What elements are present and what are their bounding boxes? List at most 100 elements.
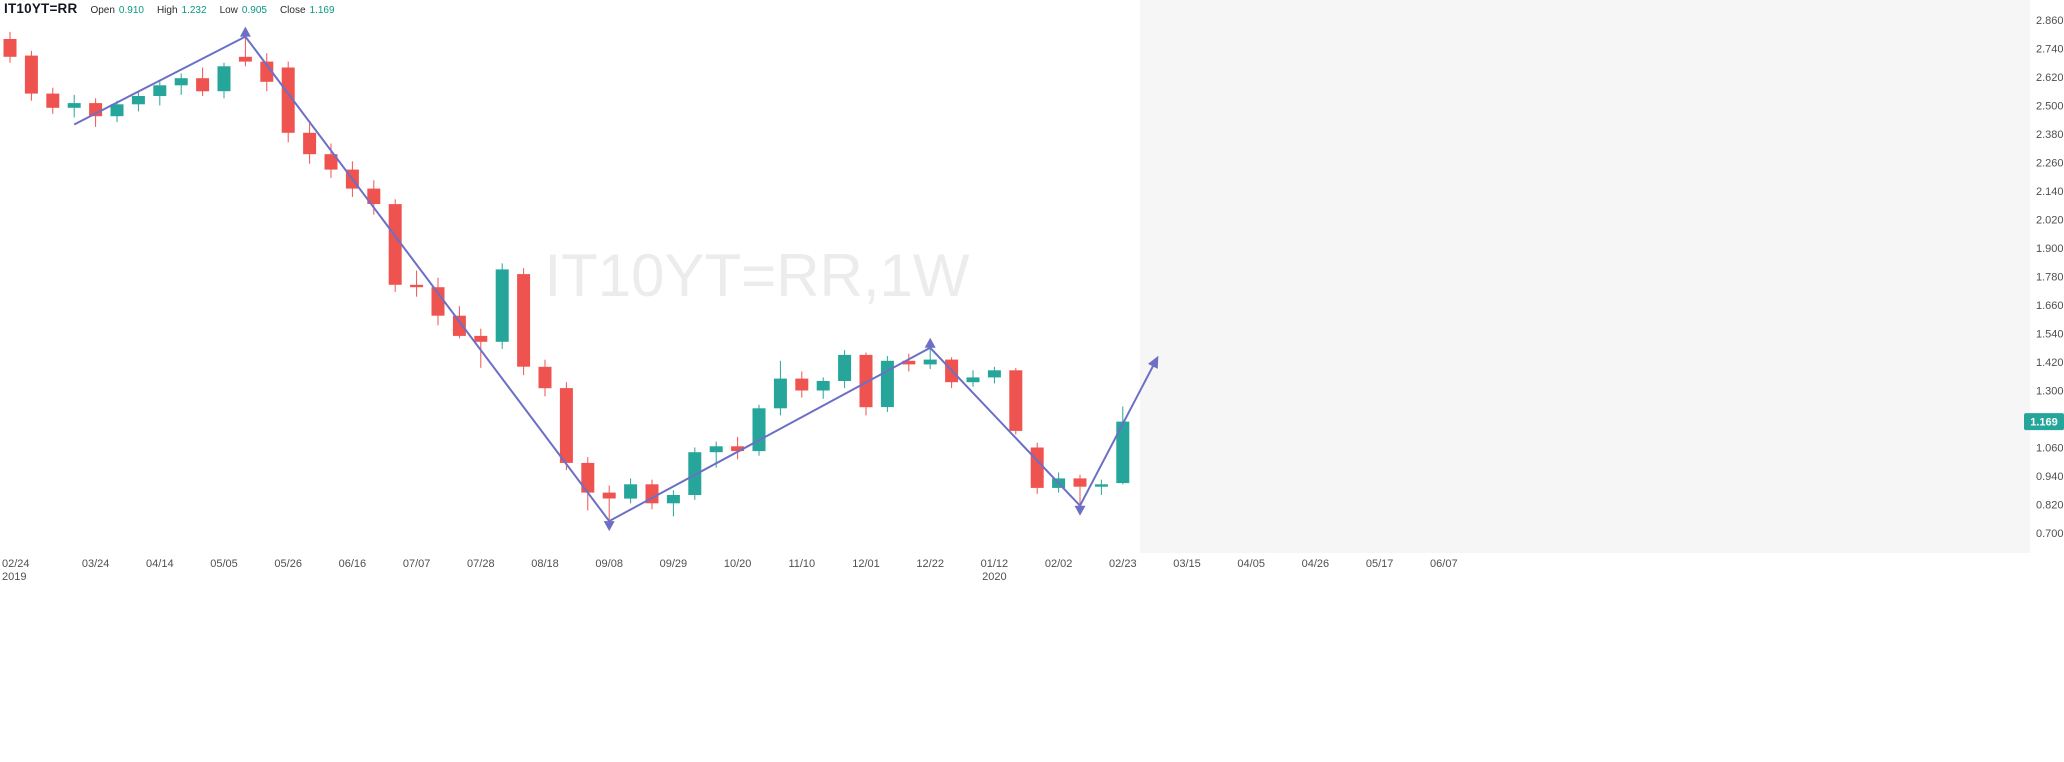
candle (538, 359, 552, 397)
watermark: IT10YT=RR,1W (544, 242, 969, 309)
candle (666, 490, 680, 517)
price-axis-label: 1.780 (2036, 272, 2064, 284)
candle (303, 123, 317, 164)
candle-body (602, 492, 616, 499)
time-axis-label: 06/16 (339, 558, 367, 570)
price-axis-label: 1.420 (2036, 357, 2064, 369)
time-axis-label: 05/26 (274, 558, 302, 570)
high-value: 1.232 (181, 5, 207, 16)
low-label: Low (219, 5, 238, 16)
price-axis-label: 1.300 (2036, 386, 2064, 398)
zigzag-down-arrow-icon (1074, 505, 1086, 516)
candle (559, 382, 573, 471)
zigzag-up-arrow-icon (924, 337, 936, 348)
candle-body (1030, 447, 1044, 488)
candle-body (1073, 478, 1087, 487)
low-value: 0.905 (241, 5, 267, 16)
price-axis-label: 2.620 (2036, 72, 2064, 84)
price-axis-label: 0.700 (2036, 528, 2064, 540)
close-label: Close (279, 5, 306, 16)
candle-body (966, 377, 980, 383)
candle-body (174, 78, 188, 86)
close-value: 1.169 (309, 5, 335, 16)
candle (731, 436, 745, 460)
time-axis-label: 09/29 (660, 558, 688, 570)
candle-body (238, 56, 252, 62)
candle (581, 457, 595, 511)
candle-body (495, 269, 509, 342)
candle-body (110, 104, 124, 117)
candle-body (902, 360, 916, 365)
time-axis-label: 06/07 (1430, 558, 1458, 570)
candle-body (431, 287, 445, 316)
time-axis-label: 04/26 (1302, 558, 1330, 570)
zigzag-indicator[interactable] (73, 26, 1163, 532)
candle (131, 91, 145, 112)
candle (24, 50, 38, 101)
candle-body (517, 274, 531, 367)
candle (966, 370, 980, 387)
candle (838, 350, 852, 389)
candle-body (709, 446, 723, 453)
candle-body (559, 388, 573, 463)
candle (923, 347, 937, 370)
candle-body (46, 93, 60, 108)
price-axis-label: 1.540 (2036, 329, 2064, 341)
open-value: 0.910 (118, 5, 144, 16)
candle (688, 447, 702, 500)
symbol-title[interactable]: IT10YT=RR (4, 1, 78, 16)
candle-body (816, 381, 830, 391)
candle-body (838, 354, 852, 381)
candle-body (131, 96, 145, 105)
zigzag-up-arrow-icon (239, 26, 251, 37)
candle (217, 62, 231, 99)
candle (1009, 367, 1023, 435)
price-axis-label: 2.860 (2036, 15, 2064, 27)
candle (431, 277, 445, 326)
candle-body (217, 66, 231, 92)
candle (3, 31, 17, 63)
last-price-badge: 1.169 (2024, 413, 2064, 431)
candle-body (688, 452, 702, 495)
candle (153, 80, 167, 106)
time-axis-label: 01/12 (981, 558, 1009, 570)
time-axis-label: 08/18 (531, 558, 559, 570)
time-axis-year-label: 2020 (982, 571, 1006, 583)
price-axis[interactable]: 2.860 2.740 2.620 2.500 2.380 2.260 2.140 2.020… (2036, 15, 2064, 540)
time-axis-label: 12/22 (916, 558, 944, 570)
price-axis-label: 0.820 (2036, 500, 2064, 512)
price-axis-label: 2.260 (2036, 158, 2064, 170)
candle-body (581, 462, 595, 493)
candle (1094, 479, 1108, 495)
time-axis-label: 02/23 (1109, 558, 1137, 570)
candle (902, 353, 916, 372)
candle (795, 371, 809, 398)
price-axis-label: 1.660 (2036, 300, 2064, 312)
candle (46, 87, 60, 114)
candle-body (624, 484, 638, 499)
price-axis-label: 2.500 (2036, 101, 2064, 113)
candle-body (260, 61, 274, 82)
candle (1073, 474, 1087, 506)
candle (645, 479, 659, 510)
candle-body (303, 132, 317, 155)
candle (624, 478, 638, 504)
candle-body (1009, 370, 1023, 431)
candle (495, 263, 509, 349)
time-axis-label: 10/20 (724, 558, 752, 570)
time-axis-label: 07/28 (467, 558, 495, 570)
last-price-badge-value: 1.169 (2030, 417, 2058, 429)
candle (196, 67, 210, 96)
candle (281, 61, 295, 143)
candle-body (410, 284, 424, 288)
candle-body (153, 85, 167, 96)
time-axis-label: 12/01 (852, 558, 880, 570)
time-axis-label: 07/07 (403, 558, 431, 570)
candle-body (1094, 484, 1108, 487)
time-axis-label: 09/08 (595, 558, 623, 570)
candle-body (752, 408, 766, 452)
candle (110, 100, 124, 123)
time-axis-year-label: 2019 (2, 571, 26, 583)
